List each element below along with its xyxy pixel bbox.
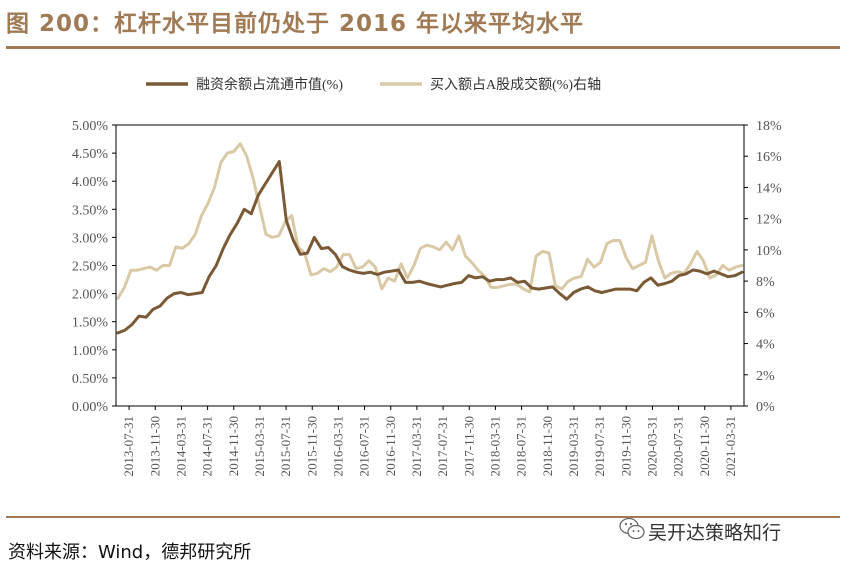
x-tick-label: 2017-03-31 [409, 416, 424, 477]
x-tick-label: 2014-07-31 [200, 416, 215, 477]
y-right-tick-label: 10% [756, 244, 782, 259]
y-left-tick-label: 2.50% [72, 260, 109, 275]
y-right-tick-label: 16% [756, 150, 782, 165]
y-right-tick-label: 14% [756, 181, 782, 196]
x-tick-label: 2016-07-31 [357, 416, 372, 477]
y-left-tick-label: 0.50% [72, 372, 109, 387]
y-left-tick-label: 4.50% [72, 147, 109, 162]
source-note: 资料来源：Wind，德邦研究所 [8, 542, 252, 563]
y-right-tick-label: 6% [756, 306, 775, 321]
x-tick-label: 2013-07-31 [121, 416, 136, 477]
x-tick-label: 2018-07-31 [514, 416, 529, 477]
x-tick-label: 2021-03-31 [723, 416, 738, 477]
watermark-text: 吴开达策略知行 [648, 522, 782, 544]
x-tick-label: 2020-11-30 [697, 416, 712, 476]
x-tick-label: 2017-11-30 [461, 416, 476, 476]
y-right-tick-label: 2% [756, 369, 775, 384]
series-line-margin-balance [116, 160, 744, 335]
legend-label: 买入额占A股成交额(%)右轴 [430, 76, 601, 93]
y-right-tick-label: 4% [756, 338, 775, 353]
x-tick-label: 2015-11-30 [304, 416, 319, 476]
x-tick-label: 2018-11-30 [540, 416, 555, 476]
y-left-tick-label: 5.00% [72, 119, 109, 134]
x-tick-label: 2014-11-30 [226, 416, 241, 476]
y-right-tick-label: 0% [756, 400, 775, 415]
x-tick-label: 2019-07-31 [592, 416, 607, 477]
x-tick-label: 2020-03-31 [644, 416, 659, 477]
x-tick-label: 2016-03-31 [330, 416, 345, 477]
x-tick-label: 2015-07-31 [278, 416, 293, 477]
line-chart: 0.00% 0.50% 1.00% 1.50% 2.00% 2.50% 3.00% 3.50%… [72, 76, 782, 477]
y-left-tick-label: 1.50% [72, 316, 109, 331]
title-underline [6, 46, 840, 49]
y-left-tick-label: 1.00% [72, 344, 109, 359]
y-right-tick-label: 8% [756, 275, 775, 290]
y-right-tick-label: 12% [756, 213, 782, 228]
x-tick-label: 2016-11-30 [383, 416, 398, 476]
legend-label: 融资余额占流通市值(%) [196, 76, 343, 93]
y-left-tick-label: 0.00% [72, 400, 109, 415]
x-tick-label: 2019-03-31 [566, 416, 581, 477]
x-tick-label: 2017-07-31 [435, 416, 450, 477]
plot-frame [115, 124, 745, 407]
x-tick-label: 2020-07-31 [671, 416, 686, 477]
x-tick-label: 2015-03-31 [252, 416, 267, 477]
figure-title: 图 200：杠杆水平目前仍处于 2016 年以来平均水平 [6, 11, 585, 37]
y-left-tick-label: 3.00% [72, 231, 109, 246]
y-left-tick-label: 2.00% [72, 288, 109, 303]
wechat-icon [619, 517, 645, 540]
y-right-tick-label: 18% [756, 119, 782, 134]
x-tick-label: 2014-03-31 [173, 416, 188, 477]
y-left-tick-label: 3.50% [72, 203, 109, 218]
x-tick-label: 2019-11-30 [618, 416, 633, 476]
y-left-tick-label: 4.00% [72, 175, 109, 190]
x-tick-label: 2013-11-30 [147, 416, 162, 476]
series-line-buy-share [116, 142, 744, 300]
x-tick-label: 2018-03-31 [487, 416, 502, 477]
source-divider [6, 516, 840, 518]
